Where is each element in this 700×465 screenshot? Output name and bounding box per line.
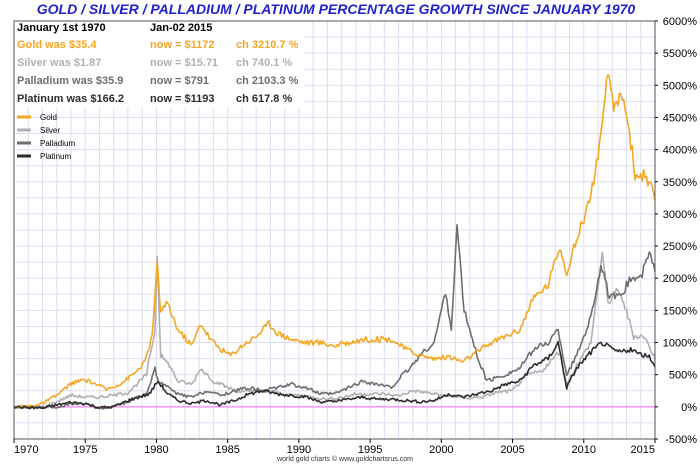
- y-tick-label: 3000%: [663, 209, 697, 221]
- info-start-silver: Silver was $1.87: [17, 57, 101, 69]
- y-tick-label: 2000%: [663, 273, 697, 285]
- info-now-palladium: now = $791: [150, 75, 209, 87]
- y-tick-label: 0%: [681, 402, 697, 414]
- legend-label-palladium: Palladium: [40, 139, 75, 148]
- y-tick-label: 1000%: [663, 338, 697, 350]
- x-tick-label: 1975: [73, 444, 97, 456]
- info-header-date: Jan-02 2015: [150, 22, 212, 34]
- legend-label-silver: Silver: [40, 126, 60, 135]
- y-tick-label: -500%: [665, 434, 697, 446]
- info-change-silver: ch 740.1 %: [236, 57, 292, 69]
- series-line-gold: [13, 74, 656, 409]
- series-line-palladium: [13, 224, 656, 410]
- y-tick-label: 5000%: [663, 80, 697, 92]
- x-tick-label: 1995: [358, 444, 382, 456]
- legend-label-platinum: Platinum: [40, 152, 71, 161]
- tick-layer: 1970 1975 1980 1985 1990 1995 2000 2005 2010 2015…: [13, 16, 697, 456]
- x-tick-label: 2005: [500, 444, 524, 456]
- x-tick-label: 2015: [631, 444, 655, 456]
- legend: Gold Silver Palladium Platinum: [17, 113, 75, 161]
- info-change-gold: ch 3210.7 %: [236, 39, 299, 51]
- info-change-platinum: ch 617.8 %: [236, 93, 292, 105]
- y-tick-label: 5500%: [663, 48, 697, 60]
- x-tick-label: 1970: [14, 444, 38, 456]
- y-tick-label: 6000%: [663, 16, 697, 28]
- chart-credit: world gold charts © www.goldchartsrus.co…: [276, 455, 413, 463]
- y-tick-label: 1500%: [663, 305, 697, 317]
- info-start-palladium: Palladium was $35.9: [17, 75, 123, 87]
- x-tick-label: 1985: [215, 444, 239, 456]
- x-tick-label: 1980: [144, 444, 168, 456]
- series-layer: [13, 74, 656, 410]
- info-now-gold: now = $1172: [150, 39, 215, 51]
- info-box-background: [15, 22, 305, 108]
- chart-title: GOLD / SILVER / PALLADIUM / PLATINUM PER…: [37, 1, 636, 17]
- series-line-silver: [13, 251, 656, 410]
- y-tick-label: 4500%: [663, 112, 697, 124]
- info-header-start: January 1st 1970: [17, 22, 106, 34]
- legend-label-gold: Gold: [40, 113, 57, 122]
- info-start-gold: Gold was $35.4: [17, 39, 97, 51]
- x-tick-label: 1990: [287, 444, 311, 456]
- plot-frame: [13, 20, 656, 440]
- y-tick-label: 3500%: [663, 177, 697, 189]
- series-line-platinum: [13, 340, 656, 410]
- y-tick-label: 4000%: [663, 145, 697, 157]
- y-tick-label: 500%: [669, 370, 697, 382]
- y-tick-label: 2500%: [663, 241, 697, 253]
- info-box: January 1st 1970 Jan-02 2015 Gold was $3…: [15, 22, 305, 108]
- info-now-silver: now = $15.71: [150, 57, 218, 69]
- x-tick-label: 2010: [572, 444, 596, 456]
- info-change-palladium: ch 2103.3 %: [236, 75, 299, 87]
- info-now-platinum: now = $1193: [150, 93, 215, 105]
- info-start-platinum: Platinum was $166.2: [17, 93, 124, 105]
- info-rows: Gold was $35.4 now = $1172 ch 3210.7 % Silv…: [17, 39, 299, 105]
- x-tick-label: 2000: [429, 444, 453, 456]
